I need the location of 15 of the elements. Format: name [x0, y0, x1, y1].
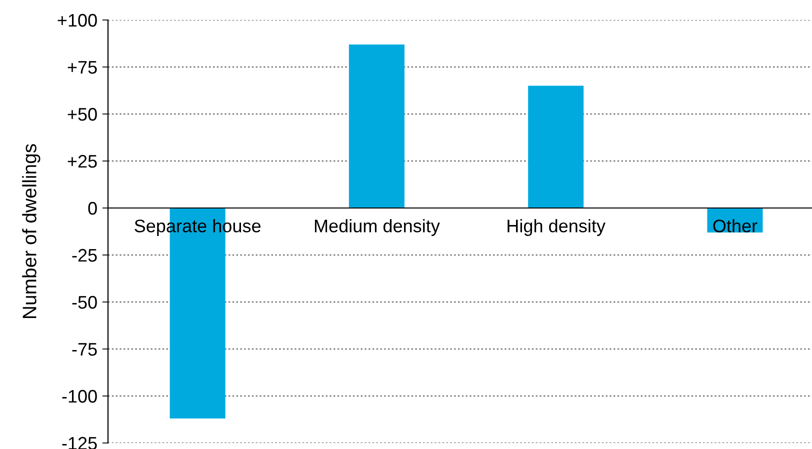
y-tick-label: +75: [68, 61, 97, 74]
y-tick-label: 0: [88, 202, 97, 215]
y-tick-label: -75: [72, 343, 97, 356]
y-tick-label: +100: [58, 14, 97, 27]
x-tick-label: Medium density: [314, 219, 440, 236]
bar: [348, 44, 404, 208]
y-axis-title: Number of dwellings: [22, 144, 40, 318]
y-tick-label: -50: [72, 296, 97, 309]
y-tick-label: +50: [68, 108, 97, 121]
y-tick-label: -100: [62, 390, 97, 403]
bar: [528, 86, 584, 208]
x-tick-label: Other: [713, 219, 758, 232]
x-tick-label: High density: [508, 219, 606, 236]
y-tick-label: +25: [68, 154, 97, 168]
y-tick-label: -25: [72, 248, 97, 262]
